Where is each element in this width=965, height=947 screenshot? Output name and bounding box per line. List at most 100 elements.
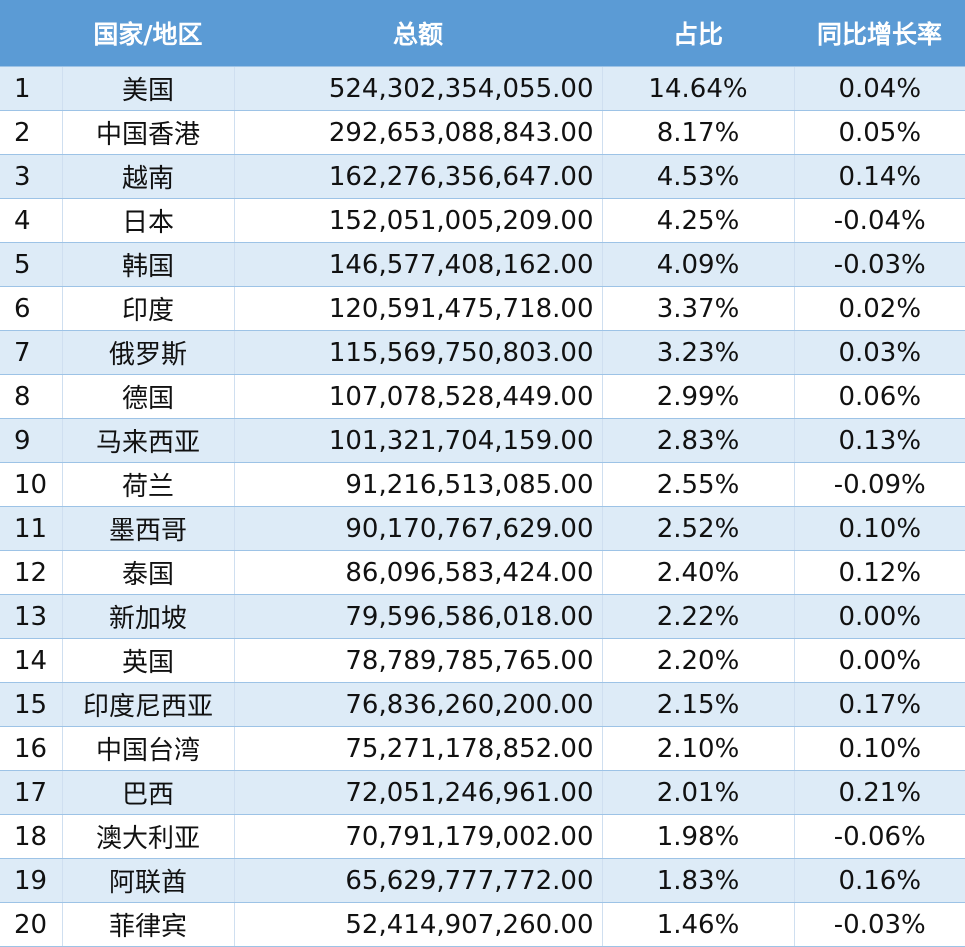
total-cell: 72,051,246,961.00 — [234, 770, 603, 815]
share-cell: 4.25% — [602, 198, 795, 243]
rank-cell: 1 — [0, 66, 63, 111]
total-cell: 90,170,767,629.00 — [234, 506, 603, 551]
region-cell: 泰国 — [62, 550, 235, 595]
yoy-cell: 0.16% — [794, 858, 965, 903]
rank-cell: 7 — [0, 330, 63, 375]
total-cell: 78,789,785,765.00 — [234, 638, 603, 683]
share-cell: 4.53% — [602, 154, 795, 199]
table-row: 5 韩国 146,577,408,162.00 4.09% -0.03% — [0, 242, 965, 287]
total-cell: 75,271,178,852.00 — [234, 726, 603, 771]
header-row: 国家/地区 总额 占比 同比增长率 — [0, 0, 965, 67]
share-cell: 2.20% — [602, 638, 795, 683]
total-cell: 162,276,356,647.00 — [234, 154, 603, 199]
header-rank — [0, 0, 62, 67]
region-cell: 巴西 — [62, 770, 235, 815]
header-yoy: 同比增长率 — [794, 0, 965, 67]
total-cell: 70,791,179,002.00 — [234, 814, 603, 859]
yoy-cell: -0.03% — [794, 902, 965, 947]
table-row: 6 印度 120,591,475,718.00 3.37% 0.02% — [0, 286, 965, 331]
rank-cell: 10 — [0, 462, 63, 507]
yoy-cell: 0.13% — [794, 418, 965, 463]
yoy-cell: 0.03% — [794, 330, 965, 375]
rank-cell: 14 — [0, 638, 63, 683]
table-row: 3 越南 162,276,356,647.00 4.53% 0.14% — [0, 154, 965, 199]
rank-cell: 20 — [0, 902, 63, 947]
yoy-cell: 0.06% — [794, 374, 965, 419]
rank-cell: 6 — [0, 286, 63, 331]
region-cell: 英国 — [62, 638, 235, 683]
share-cell: 2.15% — [602, 682, 795, 727]
yoy-cell: 0.05% — [794, 110, 965, 155]
share-cell: 1.46% — [602, 902, 795, 947]
yoy-cell: 0.14% — [794, 154, 965, 199]
yoy-cell: 0.10% — [794, 726, 965, 771]
yoy-cell: 0.04% — [794, 66, 965, 111]
region-cell: 印度尼西亚 — [62, 682, 235, 727]
share-cell: 1.98% — [602, 814, 795, 859]
region-cell: 越南 — [62, 154, 235, 199]
rank-cell: 17 — [0, 770, 63, 815]
rank-cell: 8 — [0, 374, 63, 419]
share-cell: 1.83% — [602, 858, 795, 903]
share-cell: 2.99% — [602, 374, 795, 419]
total-cell: 79,596,586,018.00 — [234, 594, 603, 639]
region-cell: 中国香港 — [62, 110, 235, 155]
rank-cell: 12 — [0, 550, 63, 595]
rank-cell: 19 — [0, 858, 63, 903]
rank-cell: 15 — [0, 682, 63, 727]
yoy-cell: -0.03% — [794, 242, 965, 287]
table-row: 19 阿联酋 65,629,777,772.00 1.83% 0.16% — [0, 858, 965, 903]
table-row: 4 日本 152,051,005,209.00 4.25% -0.04% — [0, 198, 965, 243]
region-cell: 德国 — [62, 374, 235, 419]
total-cell: 152,051,005,209.00 — [234, 198, 603, 243]
table-body: 1 美国 524,302,354,055.00 14.64% 0.04% 2 中国香港 292… — [0, 66, 965, 947]
region-cell: 菲律宾 — [62, 902, 235, 947]
share-cell: 2.83% — [602, 418, 795, 463]
rank-cell: 4 — [0, 198, 63, 243]
total-cell: 107,078,528,449.00 — [234, 374, 603, 419]
total-cell: 120,591,475,718.00 — [234, 286, 603, 331]
table-row: 12 泰国 86,096,583,424.00 2.40% 0.12% — [0, 550, 965, 595]
yoy-cell: 0.00% — [794, 594, 965, 639]
table-row: 10 荷兰 91,216,513,085.00 2.55% -0.09% — [0, 462, 965, 507]
table-row: 16 中国台湾 75,271,178,852.00 2.10% 0.10% — [0, 726, 965, 771]
region-cell: 韩国 — [62, 242, 235, 287]
table-row: 11 墨西哥 90,170,767,629.00 2.52% 0.10% — [0, 506, 965, 551]
table-row: 14 英国 78,789,785,765.00 2.20% 0.00% — [0, 638, 965, 683]
yoy-cell: -0.04% — [794, 198, 965, 243]
yoy-cell: 0.17% — [794, 682, 965, 727]
region-cell: 马来西亚 — [62, 418, 235, 463]
share-cell: 2.01% — [602, 770, 795, 815]
yoy-cell: 0.21% — [794, 770, 965, 815]
region-cell: 印度 — [62, 286, 235, 331]
table-row: 9 马来西亚 101,321,704,159.00 2.83% 0.13% — [0, 418, 965, 463]
table-row: 8 德国 107,078,528,449.00 2.99% 0.06% — [0, 374, 965, 419]
table-row: 1 美国 524,302,354,055.00 14.64% 0.04% — [0, 66, 965, 111]
header-total: 总额 — [234, 0, 602, 67]
share-cell: 8.17% — [602, 110, 795, 155]
rank-cell: 11 — [0, 506, 63, 551]
table-row: 2 中国香港 292,653,088,843.00 8.17% 0.05% — [0, 110, 965, 155]
yoy-cell: 0.12% — [794, 550, 965, 595]
share-cell: 2.40% — [602, 550, 795, 595]
yoy-cell: 0.00% — [794, 638, 965, 683]
yoy-cell: -0.06% — [794, 814, 965, 859]
share-cell: 14.64% — [602, 66, 795, 111]
rank-cell: 9 — [0, 418, 63, 463]
table-row: 17 巴西 72,051,246,961.00 2.01% 0.21% — [0, 770, 965, 815]
total-cell: 76,836,260,200.00 — [234, 682, 603, 727]
rank-cell: 13 — [0, 594, 63, 639]
region-cell: 新加坡 — [62, 594, 235, 639]
table-row: 13 新加坡 79,596,586,018.00 2.22% 0.00% — [0, 594, 965, 639]
rank-cell: 16 — [0, 726, 63, 771]
region-cell: 阿联酋 — [62, 858, 235, 903]
table-row: 7 俄罗斯 115,569,750,803.00 3.23% 0.03% — [0, 330, 965, 375]
table-row: 15 印度尼西亚 76,836,260,200.00 2.15% 0.17% — [0, 682, 965, 727]
total-cell: 91,216,513,085.00 — [234, 462, 603, 507]
total-cell: 115,569,750,803.00 — [234, 330, 603, 375]
share-cell: 2.10% — [602, 726, 795, 771]
header-region: 国家/地区 — [62, 0, 234, 67]
region-cell: 墨西哥 — [62, 506, 235, 551]
rank-cell: 18 — [0, 814, 63, 859]
